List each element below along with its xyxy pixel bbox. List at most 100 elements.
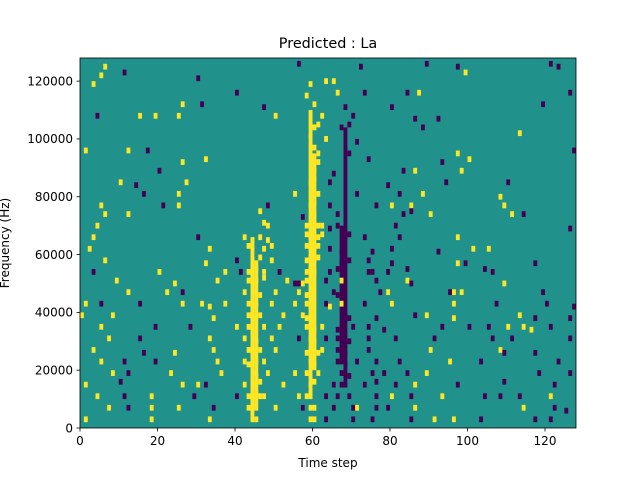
heatmap-cell-124 [266, 237, 270, 243]
heatmap-cell-111 [308, 219, 313, 226]
heatmap-cell-380 [413, 381, 418, 388]
heatmap-cell-50 [312, 144, 317, 151]
heatmap-cell-442 [533, 416, 538, 423]
heatmap-cell-309 [142, 349, 146, 356]
heatmap-cell-20 [417, 89, 421, 96]
heatmap-cell-224 [541, 289, 545, 296]
heatmap-cell-32 [176, 112, 181, 119]
heatmap-cell-304 [432, 335, 437, 342]
heatmap-cell-76 [506, 179, 511, 186]
heatmap-cell-320 [335, 347, 340, 353]
heatmap-cell-192 [250, 280, 255, 287]
heatmap-cell-389 [246, 393, 251, 400]
heatmap-cell-172 [238, 269, 243, 275]
heatmap-cell-164 [366, 257, 371, 264]
heatmap-cell-104 [428, 211, 433, 217]
heatmap-band-5 [339, 225, 344, 365]
heatmap-cell-269 [188, 323, 193, 330]
heatmap-cell-68 [118, 179, 123, 186]
heatmap-cell-46 [355, 138, 359, 145]
heatmap-cell-39 [316, 121, 321, 128]
heatmap-cell-122 [250, 237, 255, 243]
heatmap-cell-200 [308, 280, 313, 287]
heatmap-cell-139 [262, 245, 266, 252]
heatmap-cell-59 [366, 156, 371, 163]
heatmap-cell-62 [157, 167, 162, 174]
heatmap-cell-43 [517, 130, 522, 137]
heatmap-cell-119 [91, 234, 96, 241]
heatmap-cell-388 [235, 393, 239, 400]
heatmap-cell-205 [409, 280, 414, 287]
heatmap-cell-227 [138, 300, 142, 307]
heatmap-cell-439 [432, 416, 437, 423]
heatmap-cell-428 [83, 416, 88, 423]
heatmap-cell-299 [324, 335, 328, 342]
heatmap-cell-218 [335, 292, 340, 298]
heatmap-cell-256 [304, 315, 309, 322]
heatmap-cell-429 [149, 416, 154, 423]
heatmap-cell-107 [95, 222, 100, 229]
heatmap-cell-81 [355, 190, 359, 197]
heatmap-cell-69 [134, 182, 139, 189]
heatmap-cell-13 [548, 60, 553, 67]
heatmap-cell-334 [262, 358, 266, 365]
heatmap-cell-133 [397, 234, 402, 241]
heatmap-cell-330 [215, 358, 220, 365]
heatmap-cell-318 [316, 349, 321, 356]
heatmap-cell-406 [517, 393, 522, 400]
heatmap-cell-60 [467, 156, 472, 163]
heatmap-cell-307 [568, 335, 573, 342]
heatmap-cell-284 [486, 323, 491, 330]
heatmap-cell-313 [250, 349, 255, 356]
heatmap-cell-426 [552, 404, 557, 411]
heatmap-cell-282 [440, 323, 445, 330]
heatmap-cell-63 [312, 167, 317, 174]
heatmap-cell-12 [463, 69, 468, 76]
heatmap-cell-17 [335, 89, 340, 96]
y-tick-label-1: 20000 [35, 363, 73, 377]
heatmap-cell-355 [316, 370, 321, 376]
heatmap-cell-241 [339, 300, 344, 307]
heatmap-cell-53 [347, 150, 352, 157]
heatmap-cell-126 [308, 234, 313, 241]
heatmap-cell-90 [312, 199, 317, 206]
y-tick-label-2: 40000 [35, 306, 73, 320]
heatmap-cell-288 [548, 323, 553, 330]
heatmap-cell-207 [126, 289, 131, 296]
heatmap-cell-146 [339, 248, 344, 255]
x-axis: 0 20 40 60 80 100 120 [76, 428, 556, 448]
heatmap-cell-352 [293, 370, 297, 376]
heatmap-cell-47 [83, 147, 88, 154]
heatmap-cell-30 [138, 112, 142, 119]
heatmap-cell-252 [250, 315, 255, 322]
heatmap-cell-273 [262, 323, 266, 330]
heatmap-cell-376 [339, 381, 344, 388]
heatmap-cells [80, 60, 576, 423]
heatmap-cell-78 [176, 190, 181, 197]
heatmap-cell-95 [502, 202, 507, 209]
heatmap-cell-88 [266, 202, 270, 209]
heatmap-cell-11 [455, 63, 460, 70]
heatmap-cell-311 [211, 347, 216, 353]
heatmap-cell-374 [312, 378, 317, 385]
heatmap-cell-101 [335, 211, 340, 217]
heatmap-cell-240 [328, 303, 332, 310]
heatmap-cell-185 [405, 266, 410, 272]
heatmap-cell-371 [258, 378, 263, 385]
heatmap-cell-420 [351, 404, 356, 411]
heatmap-cell-18 [362, 89, 367, 96]
heatmap-cell-418 [312, 404, 317, 411]
heatmap-cell-147 [370, 248, 375, 255]
heatmap-cell-153 [204, 260, 208, 267]
heatmap-cell-106 [521, 211, 526, 217]
heatmap-cell-174 [254, 266, 259, 272]
x-axis-label: Time step [297, 456, 357, 470]
heatmap-cell-7 [324, 78, 328, 85]
heatmap-cell-235 [269, 300, 274, 307]
heatmap-cell-222 [452, 289, 456, 296]
heatmap-cell-91 [328, 202, 332, 209]
heatmap-cell-430 [207, 416, 212, 423]
heatmap-cell-201 [324, 277, 328, 284]
heatmap-cell-175 [262, 269, 266, 275]
